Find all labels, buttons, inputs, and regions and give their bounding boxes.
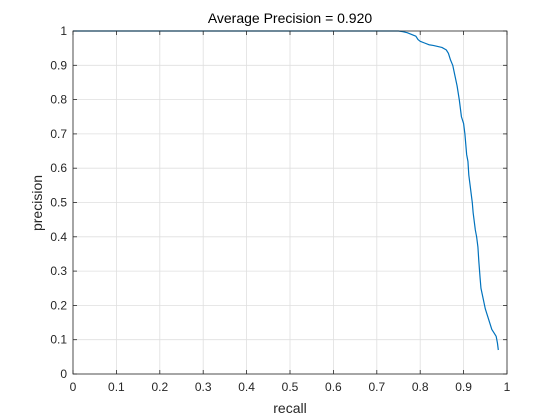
chart-title: Average Precision = 0.920 [208, 10, 373, 26]
series-line [73, 30, 499, 351]
x-axis-label: recall [273, 400, 306, 416]
x-tick-label: 0.8 [412, 380, 429, 394]
x-tick-label: 0.4 [238, 380, 255, 394]
y-tick-label: 0.6 [50, 161, 67, 175]
x-tick-labels: 0 0.1 0.2 0.3 0.4 0.5 0.6 0.7 0.8 0.9 1 [70, 380, 511, 394]
x-tick-label: 0.3 [195, 380, 212, 394]
x-tick-label: 0.9 [455, 380, 472, 394]
y-tick-label: 0.8 [50, 93, 67, 107]
y-tick-labels: 0 0.1 0.2 0.3 0.4 0.5 0.6 0.7 0.8 0.9 1 [50, 24, 67, 381]
x-tick-label: 0.2 [151, 380, 168, 394]
x-tick-label: 0 [70, 380, 77, 394]
y-tick-label: 0.7 [50, 127, 67, 141]
y-tick-label: 0.5 [50, 196, 67, 210]
y-tick-label: 0.4 [50, 230, 67, 244]
x-tick-label: 1 [504, 380, 511, 394]
x-tick-label: 0.6 [325, 380, 342, 394]
x-tick-label: 0.7 [368, 380, 385, 394]
y-axis-label: precision [29, 175, 45, 231]
series-group [73, 30, 499, 351]
y-tick-label: 0.2 [50, 298, 67, 312]
x-tick-label: 0.1 [108, 380, 125, 394]
y-tick-label: 0.3 [50, 264, 67, 278]
y-tick-label: 1 [60, 24, 67, 38]
y-tick-label: 0.9 [50, 58, 67, 72]
ticks [72, 30, 508, 375]
y-tick-label: 0.1 [50, 333, 67, 347]
x-tick-label: 0.5 [282, 380, 299, 394]
y-tick-label: 0 [60, 367, 67, 381]
